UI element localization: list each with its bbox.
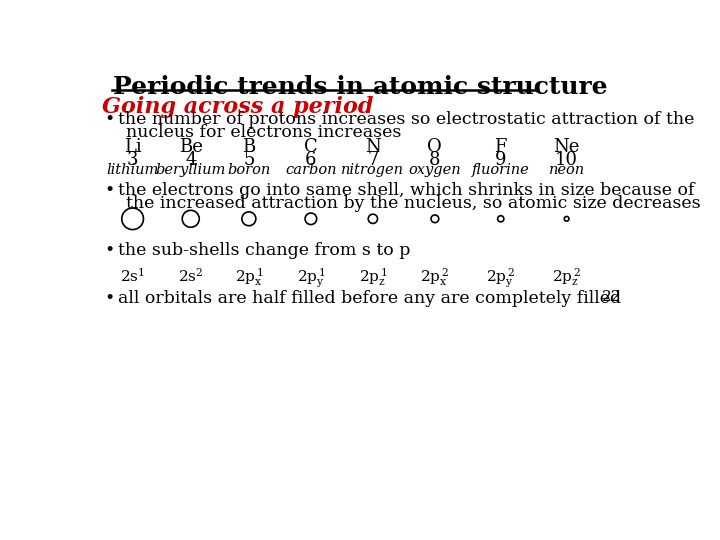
Text: 6: 6	[305, 151, 317, 169]
Text: •: •	[104, 111, 114, 128]
Text: the sub-shells change from s to p: the sub-shells change from s to p	[118, 242, 410, 259]
Text: 5: 5	[243, 151, 255, 169]
Text: lithium: lithium	[107, 164, 159, 177]
Text: Ne: Ne	[554, 138, 580, 156]
Text: nitrogen: nitrogen	[341, 164, 405, 177]
Text: O: O	[428, 138, 442, 156]
Text: the number of protons increases so electrostatic attraction of the: the number of protons increases so elect…	[118, 111, 694, 128]
Text: 4: 4	[185, 151, 197, 169]
Text: beryllium: beryllium	[156, 164, 226, 177]
Text: 9: 9	[495, 151, 506, 169]
Text: $\mathregular{2p_z^{\,1}}$: $\mathregular{2p_z^{\,1}}$	[359, 267, 387, 288]
Text: $\mathregular{2s^2}$: $\mathregular{2s^2}$	[178, 267, 204, 285]
Text: •: •	[104, 242, 114, 259]
Text: 10: 10	[555, 151, 578, 169]
Text: F: F	[495, 138, 507, 156]
Text: Going across a period: Going across a period	[102, 96, 374, 118]
Text: $\mathregular{2s^1}$: $\mathregular{2s^1}$	[120, 267, 145, 285]
Text: Periodic trends in atomic structure: Periodic trends in atomic structure	[113, 75, 608, 99]
Text: nucleus for electrons increases: nucleus for electrons increases	[126, 124, 401, 141]
Text: $\mathregular{2p_y^{\,1}}$: $\mathregular{2p_y^{\,1}}$	[297, 267, 325, 291]
Text: the increased attraction by the nucleus, so atomic size decreases: the increased attraction by the nucleus,…	[126, 195, 701, 212]
Text: $\mathregular{2p_x^{\,1}}$: $\mathregular{2p_x^{\,1}}$	[235, 267, 264, 288]
Text: 7: 7	[367, 151, 379, 169]
Text: Li: Li	[124, 138, 142, 156]
Text: the electrons go into same shell, which shrinks in size because of: the electrons go into same shell, which …	[118, 182, 694, 199]
Text: Be: Be	[179, 138, 203, 156]
Text: 8: 8	[429, 151, 441, 169]
Text: $\mathregular{2p_x^{\,2}}$: $\mathregular{2p_x^{\,2}}$	[420, 267, 449, 288]
Text: 3: 3	[127, 151, 138, 169]
Text: N: N	[365, 138, 381, 156]
Text: oxygen: oxygen	[408, 164, 462, 177]
Text: 22: 22	[601, 289, 621, 303]
Text: C: C	[304, 138, 318, 156]
Text: $\mathregular{2p_z^{\,2}}$: $\mathregular{2p_z^{\,2}}$	[552, 267, 581, 288]
Text: carbon: carbon	[285, 164, 337, 177]
Text: all orbitals are half filled before any are completely filled: all orbitals are half filled before any …	[118, 289, 621, 307]
Text: boron: boron	[228, 164, 271, 177]
Text: •: •	[104, 182, 114, 199]
Text: fluorine: fluorine	[472, 164, 530, 177]
Text: neon: neon	[549, 164, 585, 177]
Text: B: B	[242, 138, 256, 156]
Text: •: •	[104, 289, 114, 307]
Text: $\mathregular{2p_y^{\,2}}$: $\mathregular{2p_y^{\,2}}$	[486, 267, 516, 291]
